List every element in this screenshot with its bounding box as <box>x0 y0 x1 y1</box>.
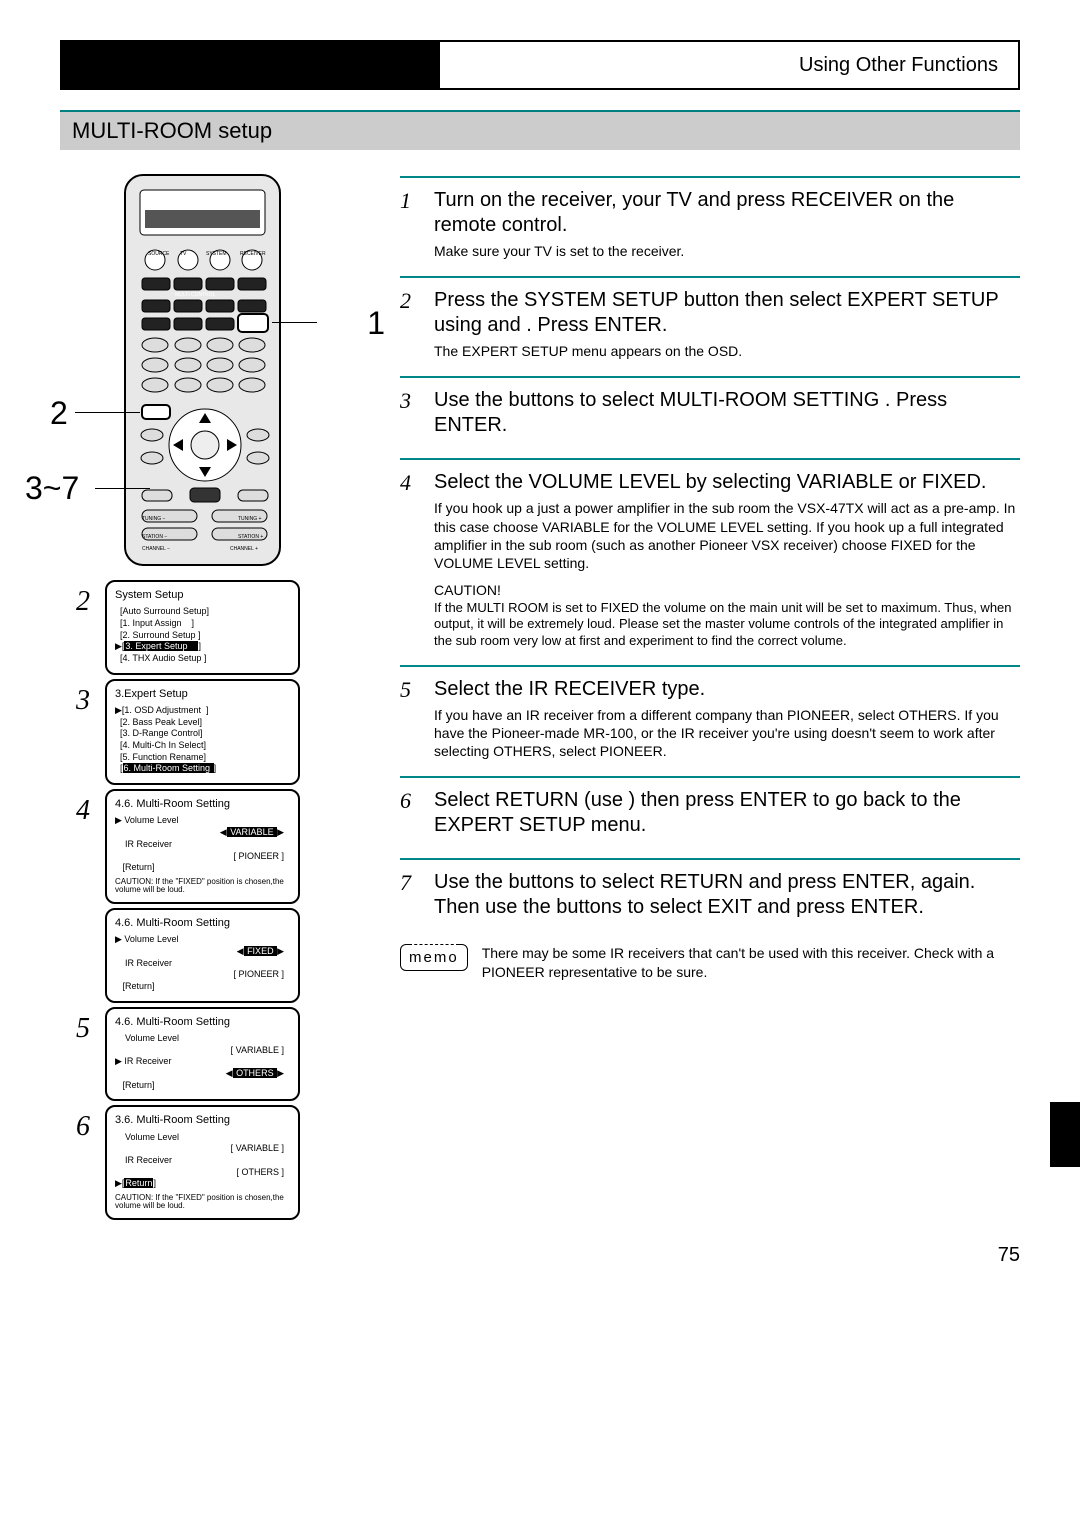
osd-panel: 3.Expert Setup▶[1. OSD Adjustment ] [2. … <box>105 679 300 785</box>
header-section-label: Using Other Functions <box>440 40 1020 90</box>
svg-text:TUNING −: TUNING − <box>142 516 166 522</box>
osd-panel: System Setup [Auto Surround Setup] [1. I… <box>105 580 300 675</box>
step-title: Select the VOLUME LEVEL by selecting VAR… <box>434 470 1020 495</box>
svg-text:CHANNEL +: CHANNEL + <box>230 546 258 552</box>
step-title: Use the buttons to select RETURN and pre… <box>434 870 1020 920</box>
step-number: 1 <box>400 188 424 260</box>
steps-list: 1 Turn on the receiver, your TV and pres… <box>400 188 1020 924</box>
page-header: Using Other Functions <box>60 40 1020 90</box>
remote-diagram: SOURCE TV SYSTEM RECEIVER MULTI CONTROL TUN… <box>60 170 380 570</box>
step-title: Select RETURN (use ) then press ENTER to… <box>434 788 1020 838</box>
header-black-block <box>60 40 440 90</box>
step-item: 1 Turn on the receiver, your TV and pres… <box>400 188 1020 260</box>
osd-panel: 4.6. Multi-Room Setting Volume Level[ VA… <box>105 1007 300 1102</box>
step-title: Use the buttons to select MULTI-ROOM SET… <box>434 388 1020 438</box>
step-item: 7 Use the buttons to select RETURN and p… <box>400 870 1020 924</box>
osd-step-num: 3 <box>60 679 90 717</box>
step-title: Turn on the receiver, your TV and press … <box>434 188 1020 238</box>
memo-block: memo There may be some IR receivers that… <box>400 944 1020 980</box>
svg-text:SOURCE: SOURCE <box>148 251 170 257</box>
caution-label: CAUTION! <box>434 582 1020 598</box>
step-number: 6 <box>400 788 424 842</box>
svg-text:MULTI CONTROL: MULTI CONTROL <box>175 292 216 298</box>
osd-step-num: 6 <box>60 1105 90 1143</box>
memo-text: There may be some IR receivers that can'… <box>482 944 1020 980</box>
step-number: 4 <box>400 470 424 649</box>
osd-step-num <box>60 908 90 914</box>
osd-step-num: 4 <box>60 789 90 827</box>
section-title: MULTI-ROOM setup <box>60 110 1020 150</box>
side-thumb-tab <box>1050 1102 1080 1167</box>
step-item: 3 Use the buttons to select MULTI-ROOM S… <box>400 388 1020 442</box>
page-number: 75 <box>60 1244 1020 1267</box>
svg-text:TUNING +: TUNING + <box>238 516 262 522</box>
svg-text:STATION −: STATION − <box>142 534 167 540</box>
step-number: 2 <box>400 288 424 360</box>
osd-panels: 2 System Setup [Auto Surround Setup] [1.… <box>60 580 380 1220</box>
callout-3: 3~7 <box>25 470 79 507</box>
caution-text: If the MULTI ROOM is set to FIXED the vo… <box>434 600 1020 649</box>
svg-text:STATION +: STATION + <box>238 534 263 540</box>
step-subtext: The EXPERT SETUP menu appears on the OSD… <box>434 342 1020 360</box>
osd-step-num: 5 <box>60 1007 90 1045</box>
callout-2: 2 <box>50 395 68 432</box>
step-item: 2 Press the SYSTEM SETUP button then sel… <box>400 288 1020 360</box>
svg-text:SYSTEM: SYSTEM <box>206 251 227 257</box>
step-subtext: If you hook up a just a power amplifier … <box>434 499 1020 572</box>
step-title: Select the IR RECEIVER type. <box>434 677 1020 702</box>
step-title: Press the SYSTEM SETUP button then selec… <box>434 288 1020 338</box>
osd-step-num: 2 <box>60 580 90 618</box>
osd-panel: 4.6. Multi-Room Setting▶ Volume Level◀ F… <box>105 908 300 1003</box>
step-subtext: If you have an IR receiver from a differ… <box>434 706 1020 761</box>
svg-text:TV: TV <box>180 251 187 257</box>
step-item: 4 Select the VOLUME LEVEL by selecting V… <box>400 470 1020 649</box>
svg-text:RECEIVER: RECEIVER <box>240 251 266 257</box>
osd-panel: 3.6. Multi-Room Setting Volume Level[ VA… <box>105 1105 300 1220</box>
step-item: 6 Select RETURN (use ) then press ENTER … <box>400 788 1020 842</box>
step-number: 7 <box>400 870 424 924</box>
callout-1: 1 <box>367 305 385 342</box>
svg-text:CHANNEL −: CHANNEL − <box>142 546 170 552</box>
remote-icon: SOURCE TV SYSTEM RECEIVER MULTI CONTROL TUN… <box>120 170 290 570</box>
step-subtext: Make sure your TV is set to the receiver… <box>434 242 1020 260</box>
memo-badge: memo <box>400 944 468 971</box>
step-number: 3 <box>400 388 424 442</box>
osd-panel: 4.6. Multi-Room Setting▶ Volume Level◀ V… <box>105 789 300 904</box>
step-item: 5 Select the IR RECEIVER type. If you hav… <box>400 677 1020 761</box>
step-number: 5 <box>400 677 424 761</box>
